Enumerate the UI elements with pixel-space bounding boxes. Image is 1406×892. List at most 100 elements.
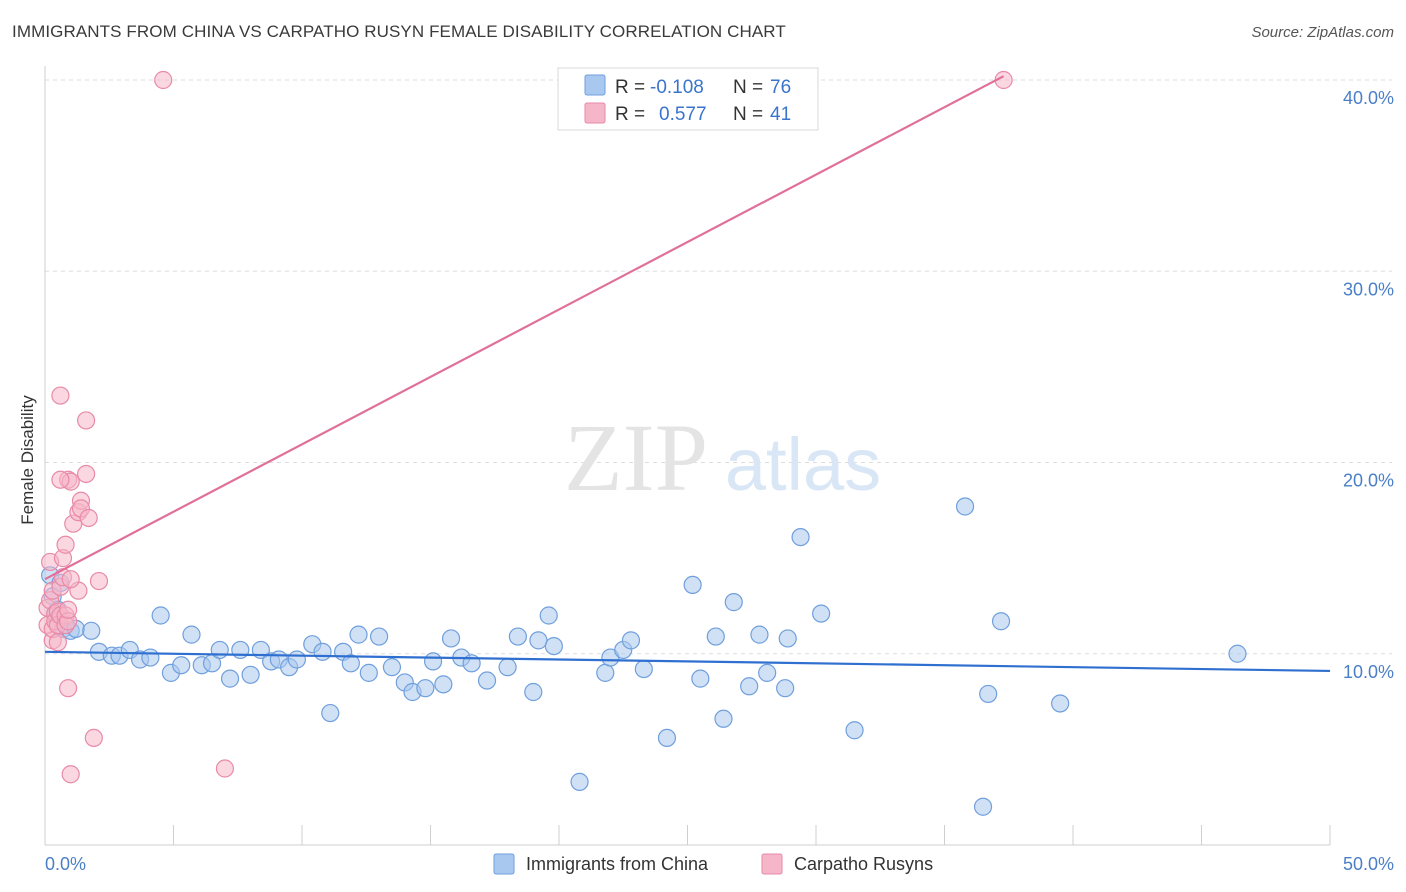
china-point xyxy=(979,684,998,704)
legend-n-value-china: 76 xyxy=(770,77,791,98)
china-point xyxy=(349,625,368,644)
bottom-legend-label-china: Immigrants from China xyxy=(526,854,709,874)
watermark-atlas: atlas xyxy=(725,423,881,506)
china-point xyxy=(544,636,563,656)
bottom-legend-label-rusyn: Carpatho Rusyns xyxy=(794,854,933,874)
china-point xyxy=(991,612,1011,631)
x-tick-label-max: 50.0% xyxy=(1343,854,1394,874)
rusyn-point xyxy=(77,464,96,484)
trend-lines xyxy=(44,75,1331,673)
y-tick-label-20: 20.0% xyxy=(1343,471,1394,491)
legend-r-value-rusyn: 0.577 xyxy=(659,104,707,125)
china-point xyxy=(182,625,201,644)
china-point xyxy=(791,527,810,547)
grid-lines xyxy=(45,79,1392,655)
rusyn-point xyxy=(59,600,78,619)
bottom-legend-swatch-china xyxy=(493,853,515,875)
y-tick-label-30: 30.0% xyxy=(1343,279,1394,299)
rusyn-point xyxy=(51,386,70,405)
china-point xyxy=(524,682,543,702)
china-point xyxy=(370,627,389,646)
y-tick-labels: 10.0% 20.0% 30.0% 40.0% xyxy=(1343,88,1394,682)
china-point xyxy=(1228,644,1247,663)
china-point xyxy=(498,658,517,677)
china-point xyxy=(210,640,229,660)
china-point xyxy=(570,772,589,791)
rusyn-point xyxy=(61,570,80,589)
china-point xyxy=(423,652,443,671)
legend-swatch-china xyxy=(584,74,606,96)
axes xyxy=(44,66,1331,846)
china-point xyxy=(477,671,497,690)
watermark-zip: ZIP xyxy=(564,404,708,511)
series-china-points xyxy=(41,497,1247,816)
x-tick-label-min: 0.0% xyxy=(45,854,86,874)
china-point xyxy=(151,606,170,625)
rusyn-point xyxy=(51,470,70,489)
china-point xyxy=(691,669,710,688)
chart-title: IMMIGRANTS FROM CHINA VS CARPATHO RUSYN … xyxy=(12,22,786,41)
rusyn-point xyxy=(61,765,80,784)
china-point xyxy=(776,679,795,698)
china-point xyxy=(172,656,191,675)
watermark: ZIP atlas xyxy=(564,404,881,511)
legend-swatch-rusyn xyxy=(584,102,606,124)
china-point xyxy=(529,631,548,650)
legend-r-label-rusyn: R = xyxy=(615,104,645,125)
china-point xyxy=(714,709,733,728)
x-tick-labels: 0.0% 50.0% xyxy=(45,854,1394,874)
rusyn-point xyxy=(77,411,96,430)
china-point xyxy=(441,629,461,648)
rusyn-point xyxy=(56,535,75,554)
legend-n-label-china: N = xyxy=(733,77,763,98)
y-tick-label-40: 40.0% xyxy=(1343,88,1394,108)
rusyn-point xyxy=(215,759,234,778)
china-point xyxy=(845,721,864,740)
china-point xyxy=(539,606,558,625)
china-point xyxy=(634,659,653,679)
rusyn-point xyxy=(48,633,67,652)
china-point xyxy=(706,627,725,646)
china-point xyxy=(141,648,160,667)
rusyn-point xyxy=(59,679,78,698)
china-point xyxy=(434,675,453,694)
china-point xyxy=(955,497,975,516)
china-point xyxy=(596,663,615,682)
legend-r-value-china: -0.108 xyxy=(650,77,704,98)
china-point xyxy=(812,604,831,623)
china-point xyxy=(313,642,332,661)
y-tick-label-10: 10.0% xyxy=(1343,662,1394,682)
series-rusyn-points xyxy=(38,70,1013,784)
rusyn-point xyxy=(79,508,98,528)
china-point xyxy=(82,621,101,640)
china-trend-line xyxy=(44,650,1331,673)
source-label: Source: ZipAtlas.com xyxy=(1251,24,1394,41)
bottom-legend-swatch-rusyn xyxy=(761,853,783,875)
china-point xyxy=(359,663,378,682)
rusyn-point xyxy=(89,571,109,591)
china-point xyxy=(621,631,641,650)
legend-n-label-rusyn: N = xyxy=(733,104,763,125)
china-point xyxy=(508,627,527,646)
rusyn-trend-line xyxy=(44,75,1005,581)
china-point xyxy=(321,703,340,723)
china-point xyxy=(416,679,435,698)
china-point xyxy=(973,797,993,816)
stats-legend: R = -0.108 N = 76 R = 0.577 N = 41 xyxy=(557,67,819,131)
china-point xyxy=(220,669,240,688)
china-point xyxy=(750,625,769,644)
legend-n-value-rusyn: 41 xyxy=(770,104,791,125)
china-point xyxy=(287,650,306,669)
rusyn-point xyxy=(84,728,103,748)
china-point xyxy=(657,728,677,748)
china-point xyxy=(341,654,360,673)
legend-r-label-china: R = xyxy=(615,77,645,98)
series-legend: Immigrants from China Carpatho Rusyns xyxy=(493,853,933,875)
china-point xyxy=(683,575,702,595)
rusyn-point xyxy=(154,70,173,90)
china-point xyxy=(778,629,797,648)
china-point xyxy=(758,663,777,682)
china-point xyxy=(382,658,402,677)
china-point xyxy=(1051,694,1070,713)
china-point xyxy=(241,665,260,684)
